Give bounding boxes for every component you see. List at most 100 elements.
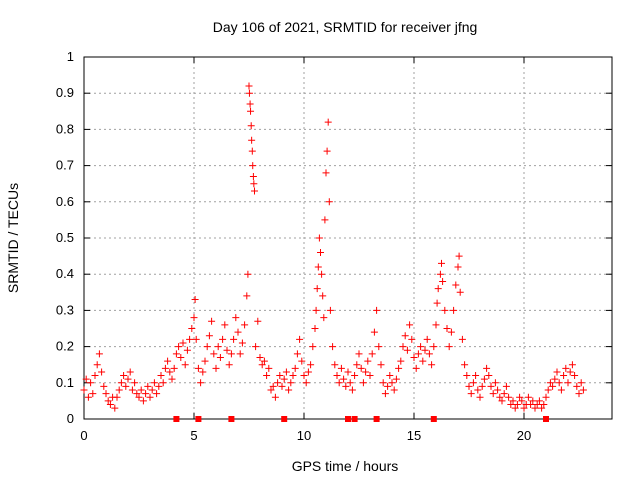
data-point <box>379 379 387 387</box>
data-point <box>425 350 433 358</box>
data-point <box>531 404 539 412</box>
data-point <box>137 386 145 394</box>
data-point <box>269 382 277 390</box>
chart-title: Day 106 of 2021, SRMTID for receiver jfn… <box>213 19 478 35</box>
data-point <box>333 372 341 380</box>
data-point <box>98 368 106 376</box>
data-point <box>245 82 253 90</box>
data-point <box>309 343 317 351</box>
data-point <box>122 382 130 390</box>
data-point <box>529 397 537 405</box>
data-point <box>571 372 579 380</box>
data-point <box>412 364 420 372</box>
data-point <box>274 379 282 387</box>
data-point <box>256 353 264 361</box>
data-point <box>323 147 331 155</box>
data-point <box>562 364 570 372</box>
data-point <box>322 169 330 177</box>
data-point <box>298 357 306 365</box>
data-point <box>126 368 134 376</box>
data-point <box>249 162 257 170</box>
data-point <box>344 368 352 376</box>
data-point <box>381 390 389 398</box>
data-point <box>564 379 572 387</box>
data-point <box>216 353 224 361</box>
x-tick-label: 15 <box>407 428 421 443</box>
data-point <box>392 375 400 383</box>
data-point <box>267 386 275 394</box>
y-tick-label: 1 <box>67 49 74 64</box>
data-point <box>555 379 563 387</box>
data-point <box>199 368 207 376</box>
data-point <box>513 401 521 409</box>
data-point <box>535 397 543 405</box>
y-tick-label: 0.2 <box>56 339 74 354</box>
data-point <box>254 317 262 325</box>
data-point <box>150 379 158 387</box>
data-point <box>252 343 260 351</box>
data-point <box>342 382 350 390</box>
data-point <box>551 375 559 383</box>
data-point <box>386 372 394 380</box>
data-point <box>447 328 455 336</box>
data-point <box>441 306 449 314</box>
data-point <box>157 372 165 380</box>
data-point <box>201 357 209 365</box>
data-point <box>307 361 315 369</box>
data-point <box>197 379 205 387</box>
x-axis-label: GPS time / hours <box>292 458 399 474</box>
data-point <box>414 350 422 358</box>
data-point <box>258 361 266 369</box>
data-point <box>511 404 519 412</box>
y-tick-label: 0.6 <box>56 194 74 209</box>
data-point <box>84 393 92 401</box>
data-point <box>340 375 348 383</box>
data-point <box>329 343 337 351</box>
y-tick-label: 0.8 <box>56 121 74 136</box>
data-point <box>203 343 211 351</box>
data-point <box>377 361 385 369</box>
data-point <box>439 277 447 285</box>
data-point <box>238 339 246 347</box>
data-point <box>93 361 101 369</box>
data-point <box>166 368 174 376</box>
data-point <box>390 386 398 394</box>
data-point <box>373 306 381 314</box>
data-point <box>146 393 154 401</box>
data-point <box>315 234 323 242</box>
y-tick-label: 0.5 <box>56 230 74 245</box>
data-point <box>244 270 252 278</box>
data-point <box>282 368 290 376</box>
data-point <box>483 364 491 372</box>
data-point <box>577 379 585 387</box>
data-point <box>489 390 497 398</box>
data-point <box>117 379 125 387</box>
data-point <box>115 386 123 394</box>
data-point <box>480 375 488 383</box>
data-point <box>476 393 484 401</box>
data-point <box>314 263 322 271</box>
data-point <box>175 343 183 351</box>
data-point <box>337 364 345 372</box>
data-point <box>542 393 550 401</box>
data-point <box>276 372 284 380</box>
data-point <box>205 332 213 340</box>
x-tick-label: 10 <box>297 428 311 443</box>
gap-marker <box>345 416 351 422</box>
gap-marker <box>281 416 288 422</box>
data-point <box>516 393 524 401</box>
data-point <box>502 382 510 390</box>
data-point <box>102 390 110 398</box>
data-point <box>170 364 178 372</box>
data-point <box>219 335 227 343</box>
data-point <box>230 335 238 343</box>
data-point <box>507 401 515 409</box>
data-point <box>128 386 136 394</box>
data-point <box>546 379 554 387</box>
data-point <box>133 390 141 398</box>
data-point <box>355 350 363 358</box>
data-point <box>287 379 295 387</box>
data-point <box>370 328 378 336</box>
data-point <box>106 401 114 409</box>
data-point <box>472 372 480 380</box>
